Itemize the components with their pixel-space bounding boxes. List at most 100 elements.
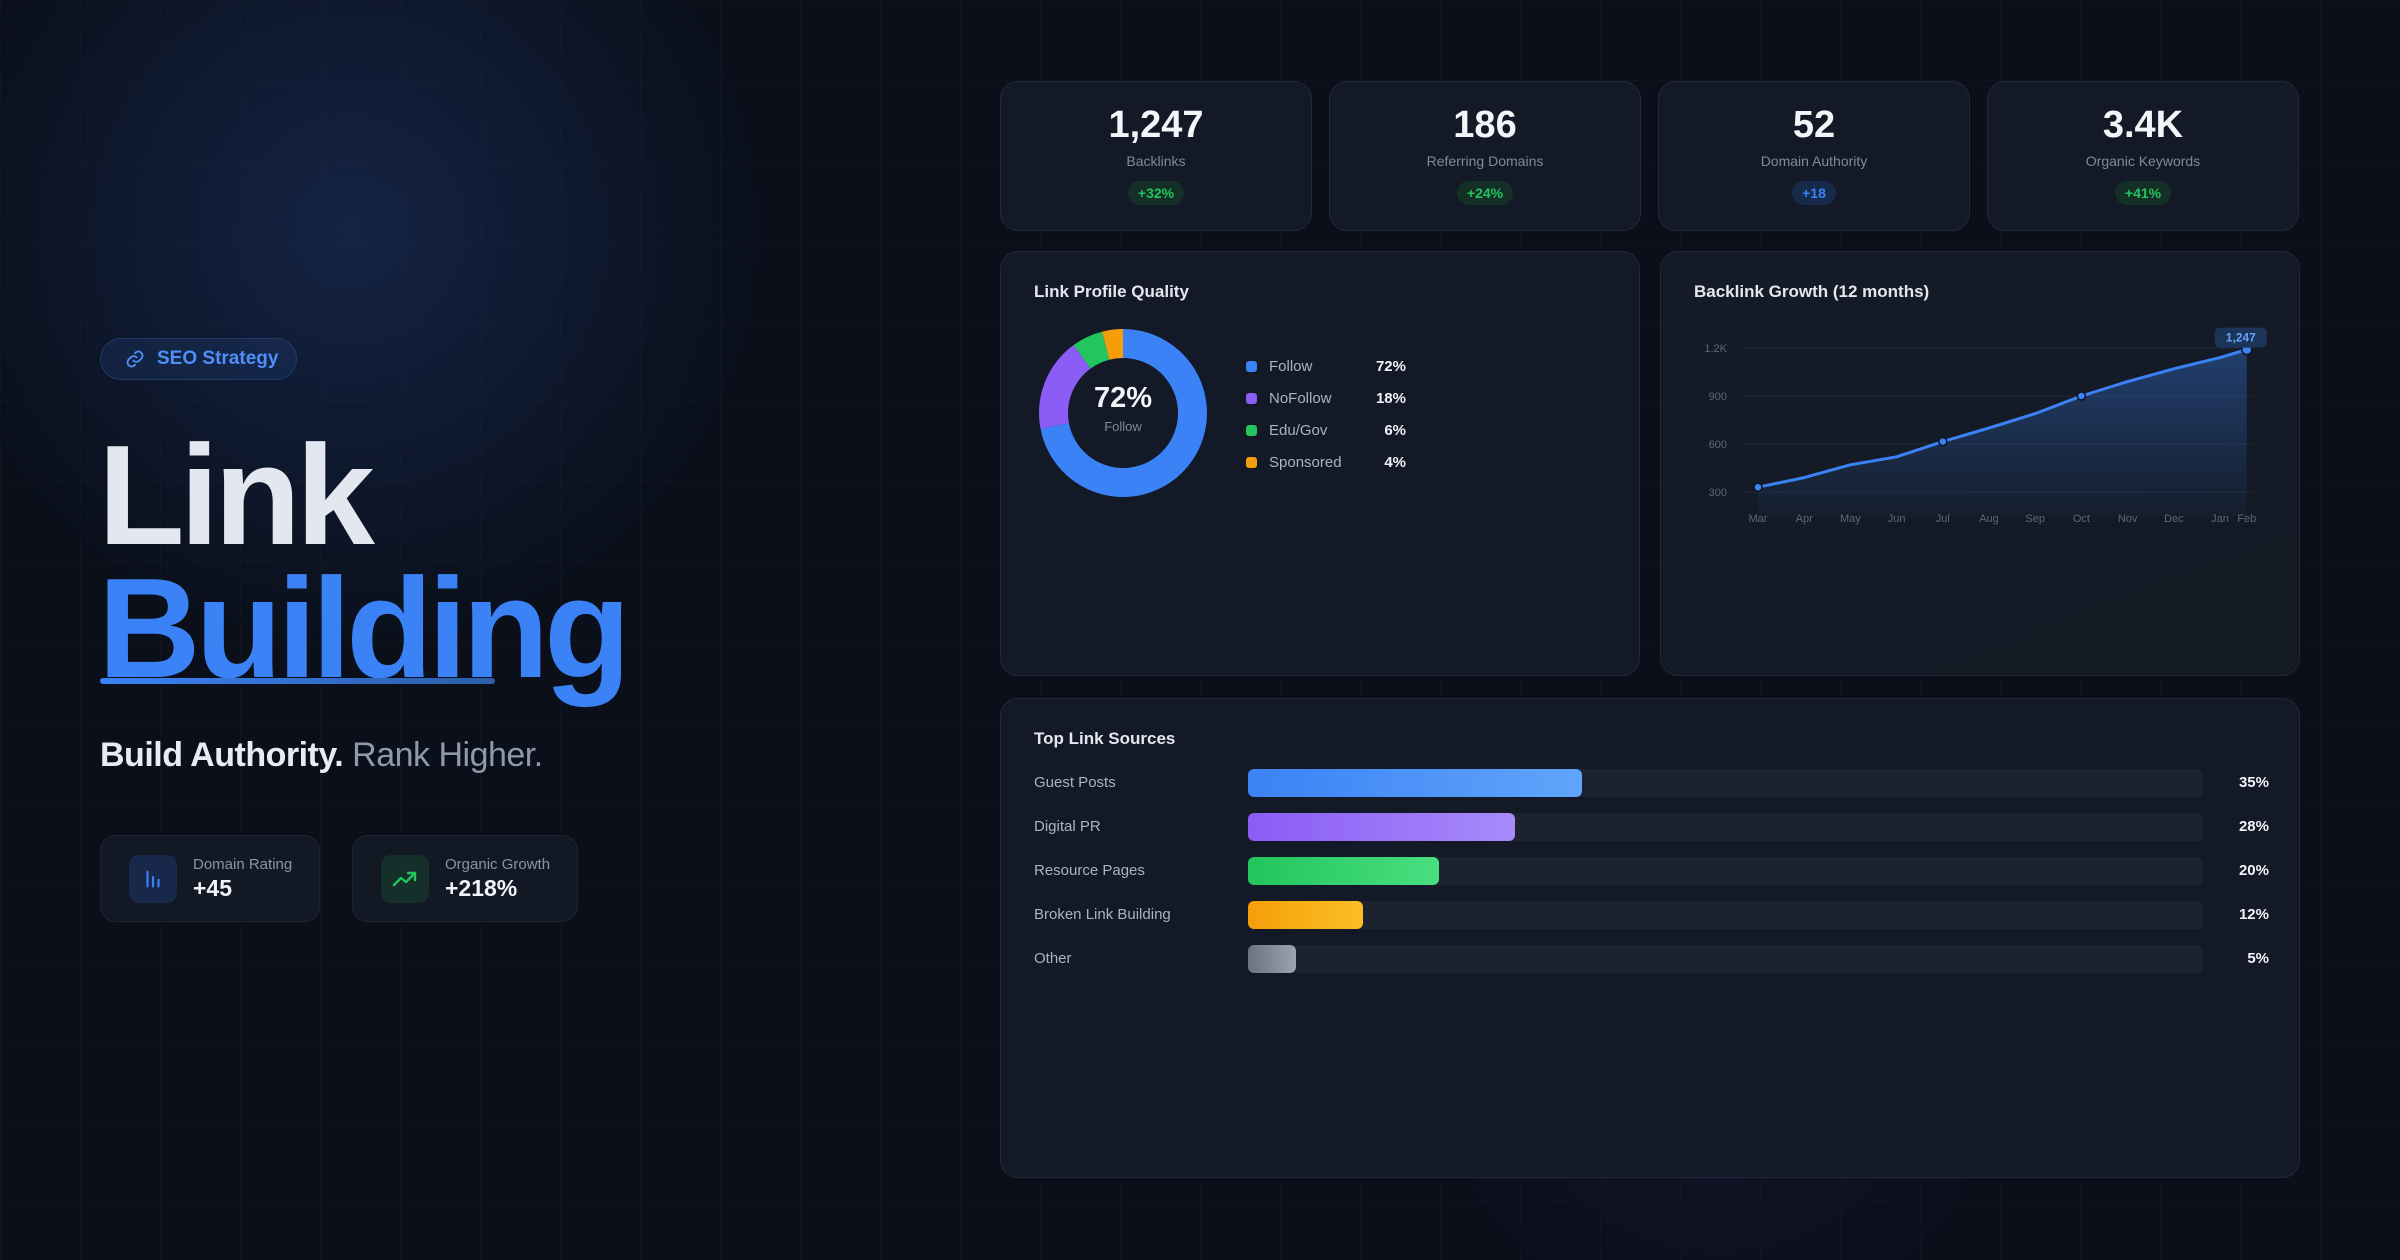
area-fill bbox=[1758, 349, 2247, 517]
source-bar-track bbox=[1248, 769, 2203, 797]
source-pct: 5% bbox=[2247, 950, 2269, 967]
badge-label: SEO Strategy bbox=[157, 348, 279, 369]
mini-stat-value: +45 bbox=[193, 874, 233, 901]
legend-value: 4% bbox=[1384, 453, 1406, 471]
tagline-light: Rank Higher. bbox=[352, 736, 543, 774]
x-tick-label: Jun bbox=[1888, 513, 1906, 525]
source-bar-track bbox=[1248, 945, 2203, 973]
donut-center-label: Follow bbox=[1104, 419, 1142, 434]
source-bar-fill bbox=[1248, 813, 1516, 841]
stat-change-badge: +18 bbox=[1792, 181, 1836, 205]
legend-item: NoFollow 18% bbox=[1246, 388, 1406, 408]
donut-slice-follow bbox=[1040, 329, 1207, 497]
source-row: Digital PR 28% bbox=[1001, 813, 2301, 841]
source-pct: 28% bbox=[2238, 818, 2269, 835]
y-tick-label: 1.2K bbox=[1704, 343, 1727, 355]
legend-swatch bbox=[1246, 424, 1257, 436]
mini-stat-organic-growth: Organic Growth +218% bbox=[352, 835, 578, 922]
link-icon bbox=[126, 350, 144, 368]
mini-stat-label: Organic Growth bbox=[445, 855, 551, 873]
card-title: Link Profile Quality bbox=[1034, 282, 1189, 301]
x-tick-label: Feb bbox=[2237, 513, 2256, 525]
x-tick-label: Aug bbox=[1979, 513, 1999, 525]
legend-swatch bbox=[1246, 456, 1257, 468]
legend-label: Follow bbox=[1269, 357, 1313, 375]
stat-value: 1,247 bbox=[1108, 104, 1204, 146]
source-pct: 35% bbox=[2238, 774, 2269, 791]
source-label: Other bbox=[1034, 950, 1072, 967]
x-tick-label: Oct bbox=[2073, 513, 2090, 525]
x-tick-label: Jul bbox=[1936, 513, 1950, 525]
source-row: Resource Pages 20% bbox=[1001, 857, 2301, 885]
legend-item: Follow 72% bbox=[1246, 356, 1406, 376]
x-tick-label: Jan bbox=[2211, 513, 2229, 525]
data-point-jul bbox=[1938, 436, 1948, 447]
stat-label: Organic Keywords bbox=[2085, 153, 2201, 169]
mini-stat-label: Domain Rating bbox=[193, 855, 293, 873]
legend-label: Edu/Gov bbox=[1269, 421, 1328, 439]
legend-item: Edu/Gov 6% bbox=[1246, 420, 1406, 440]
annotation-bg bbox=[2214, 327, 2267, 348]
mini-stat-value: +218% bbox=[445, 874, 518, 901]
donut-slice-nofollow bbox=[1039, 345, 1091, 429]
source-bar-fill bbox=[1248, 769, 1583, 797]
stat-label: Referring Domains bbox=[1426, 153, 1544, 169]
link-profile-card: Link Profile Quality 72% Follow Follow 72… bbox=[1000, 251, 1640, 676]
source-bar-track bbox=[1248, 857, 2203, 885]
stat-value: 52 bbox=[1792, 104, 1836, 146]
source-row: Broken Link Building 12% bbox=[1001, 901, 2301, 929]
source-pct: 12% bbox=[2238, 906, 2269, 923]
legend-swatch bbox=[1246, 360, 1257, 372]
donut-chart bbox=[1039, 329, 1207, 497]
legend-swatch bbox=[1246, 392, 1257, 404]
x-tick-label: Mar bbox=[1749, 513, 1768, 525]
x-tick-label: Dec bbox=[2164, 513, 2184, 525]
stat-value: 186 bbox=[1453, 104, 1517, 146]
source-bar-fill bbox=[1248, 945, 1296, 973]
card-title: Backlink Growth (12 months) bbox=[1694, 282, 1930, 301]
x-tick-label: May bbox=[1840, 513, 1861, 525]
data-point-oct bbox=[2076, 391, 2087, 401]
x-tick-label: Nov bbox=[2118, 513, 2138, 525]
title-underline bbox=[100, 678, 495, 684]
bar-chart-icon bbox=[129, 854, 177, 903]
source-row: Other 5% bbox=[1001, 945, 2301, 973]
source-bar-track bbox=[1248, 901, 2203, 929]
legend-label: NoFollow bbox=[1269, 389, 1332, 407]
data-point-mar bbox=[1753, 482, 1763, 492]
trending-up-icon bbox=[381, 854, 429, 903]
y-tick-label: 900 bbox=[1709, 391, 1727, 403]
stat-card-referring-domains: 186 Referring Domains +24% bbox=[1329, 81, 1641, 231]
stat-change-badge: +32% bbox=[1127, 181, 1185, 205]
legend-item: Sponsored 4% bbox=[1246, 452, 1406, 472]
stat-card-backlinks: 1,247 Backlinks +32% bbox=[1000, 81, 1312, 231]
hero-title-line1: Link bbox=[98, 416, 375, 575]
source-pct: 20% bbox=[2238, 862, 2269, 879]
stat-label: Domain Authority bbox=[1760, 153, 1868, 169]
legend-value: 6% bbox=[1384, 421, 1406, 439]
source-label: Digital PR bbox=[1034, 818, 1101, 835]
source-bar-fill bbox=[1248, 901, 1363, 929]
card-title: Top Link Sources bbox=[1034, 729, 1176, 748]
source-bar-fill bbox=[1248, 857, 1439, 885]
y-tick-label: 300 bbox=[1709, 487, 1727, 499]
line-chart: 1.2K 900 600 300 1,247 Mar Apr May Jun Jul Aug Sep O… bbox=[1704, 327, 2267, 525]
tagline: Build Authority. Rank Higher. bbox=[100, 736, 543, 775]
y-tick-label: 600 bbox=[1709, 439, 1727, 451]
tagline-bold: Build Authority. bbox=[100, 736, 344, 774]
source-label: Guest Posts bbox=[1034, 774, 1116, 791]
source-label: Broken Link Building bbox=[1034, 906, 1171, 923]
mini-stat-domain-rating: Domain Rating +45 bbox=[100, 835, 320, 922]
stat-card-domain-authority: 52 Domain Authority +18 bbox=[1658, 81, 1970, 231]
hero-title-line2: Building bbox=[98, 549, 631, 708]
donut-slice-sponsored bbox=[1102, 329, 1123, 360]
series-line bbox=[1757, 348, 2248, 489]
annotation-label: 1,247 bbox=[2226, 331, 2256, 345]
legend-label: Sponsored bbox=[1269, 453, 1342, 471]
donut-center-value: 72% bbox=[1093, 382, 1153, 414]
x-tick-label: Apr bbox=[1796, 513, 1813, 525]
legend-value: 18% bbox=[1375, 389, 1406, 407]
x-tick-label: Sep bbox=[2025, 513, 2045, 525]
stat-change-badge: +24% bbox=[1456, 181, 1514, 205]
stat-card-organic-keywords: 3.4K Organic Keywords +41% bbox=[1987, 81, 2299, 231]
